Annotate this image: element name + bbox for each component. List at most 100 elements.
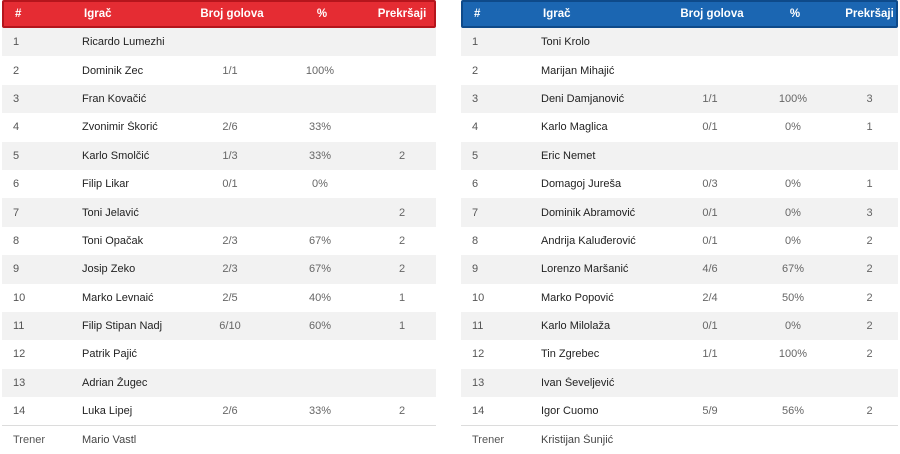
player-name: Tin Zgrebec [541,348,600,361]
table-row: 3 Fran Kovačić [2,84,436,114]
header-percent: % [789,8,801,20]
table-row: 11 Karlo Milolaža 0/1 0% 2 [461,311,898,341]
fouls-value: 1 [866,121,873,134]
fouls-value: 2 [866,234,873,247]
table-row: 14 Luka Lipej 2/6 33% 2 [2,397,436,425]
coach-row: Trener Mario Vastl [2,425,436,453]
player-name: Marko Levnaić [82,291,154,304]
table-row: 8 Andrija Kaluđerović 0/1 0% 2 [461,227,898,255]
table-row: 10 Marko Popović 2/4 50% 2 [461,284,898,312]
fouls-value: 2 [398,234,406,247]
player-name: Filip Likar [82,178,130,191]
goals-value: 2/5 [222,291,238,304]
table-row: 7 Toni Jelavić 2 [2,198,436,227]
table-row: 7 Dominik Abramović 0/1 0% 3 [461,198,898,227]
goals-value: 5/9 [702,405,718,418]
player-number: 13 [13,376,26,389]
player-number: 8 [472,234,479,247]
away-team-table: # Igrač Broj golova % Prekršaji 1 Toni Kr… [461,0,898,454]
goals-value: 1/1 [702,92,718,105]
fouls-value: 2 [398,206,406,219]
player-name: Igor Cuomo [541,405,599,418]
table-row: 10 Marko Levnaić 2/5 40% 1 [2,284,436,312]
percent-value: 50% [781,291,805,304]
percent-value: 67% [308,263,332,276]
fouls-value: 1 [398,320,406,333]
player-name: Eric Nemet [541,149,596,162]
player-name: Karlo Milolaža [541,320,611,333]
player-number: 8 [13,234,20,247]
percent-value: 40% [308,291,332,304]
coach-label: Trener [13,434,45,447]
table-row: 2 Dominik Zec 1/1 100% [2,56,436,84]
player-name: Toni Opačak [82,234,144,247]
goals-value: 0/1 [702,206,718,219]
player-name: Toni Jelavić [82,206,139,219]
goals-value: 2/3 [222,263,238,276]
player-name: Filip Stipan Nadj [82,320,163,333]
header-fouls: Prekršaji [845,8,894,20]
player-name: Andrija Kaluđerović [541,234,636,247]
percent-value: 0% [785,121,801,134]
fouls-value: 3 [866,92,873,105]
fouls-value: 2 [866,405,873,418]
percent-value: 0% [785,206,801,219]
percent-value: 56% [781,405,805,418]
percent-value: 0% [785,234,801,247]
player-name: Zvonimir Škorić [82,121,158,134]
table-row: 6 Domagoj Jureša 0/3 0% 1 [461,170,898,198]
percent-value: 0% [785,320,801,333]
player-number: 3 [472,92,479,105]
home-team-table: # Igrač Broj golova % Prekršaji 1 Ricardo… [2,0,436,454]
percent-value: 60% [308,320,332,333]
goals-value: 0/1 [702,320,718,333]
player-name: Karlo Maglica [541,121,608,134]
player-number: 14 [13,405,26,418]
player-name: Lorenzo Maršanić [541,263,629,276]
player-number: 2 [472,64,479,77]
table-row: 2 Marijan Mihajić [461,56,898,84]
percent-value: 33% [308,405,332,418]
player-name: Karlo Smolčić [82,149,150,162]
coach-name: Kristijan Šunjić [541,434,614,447]
player-name: Luka Lipej [82,405,133,418]
player-number: 14 [472,405,485,418]
player-name: Toni Krolo [541,36,590,49]
percent-value: 100% [778,348,808,361]
player-number: 11 [472,320,484,333]
player-name: Deni Damjanović [541,92,625,105]
goals-value: 0/1 [222,178,238,191]
player-number: 10 [13,291,26,304]
header-goals: Broj golova [200,8,264,20]
player-number: 7 [13,206,20,219]
header-fouls: Prekršaji [377,8,427,20]
header-player: Igrač [543,8,571,20]
table-row: 12 Tin Zgrebec 1/1 100% 2 [461,340,898,368]
away-rows: 1 Toni Krolo 2 Marijan Mihajić 3 Deni Damjano… [461,28,898,454]
header-percent: % [316,8,328,20]
player-name: Marijan Mihajić [541,64,615,77]
fouls-value: 1 [866,178,873,191]
fouls-value: 2 [866,291,873,304]
player-number: 1 [472,36,479,49]
player-name: Dominik Abramović [541,206,636,219]
coach-name: Mario Vastl [82,434,137,447]
table-row: 8 Toni Opačak 2/3 67% 2 [2,227,436,255]
player-number: 12 [472,348,485,361]
player-number: 9 [472,263,479,276]
player-number: 6 [13,178,20,191]
goals-value: 1/1 [702,348,718,361]
player-number: 10 [472,291,485,304]
away-table-header: # Igrač Broj golova % Prekršaji [461,0,898,28]
table-row: 5 Eric Nemet [461,141,898,170]
fouls-value: 3 [866,206,873,219]
player-name: Fran Kovačić [82,92,147,105]
goals-value: 0/1 [702,121,718,134]
table-row: 5 Karlo Smolčić 1/3 33% 2 [2,141,436,170]
player-number: 1 [13,36,20,49]
player-number: 3 [13,92,20,105]
goals-value: 4/6 [702,263,718,276]
table-row: 3 Deni Damjanović 1/1 100% 3 [461,84,898,114]
player-number: 4 [472,121,479,134]
percent-value: 33% [308,149,332,162]
